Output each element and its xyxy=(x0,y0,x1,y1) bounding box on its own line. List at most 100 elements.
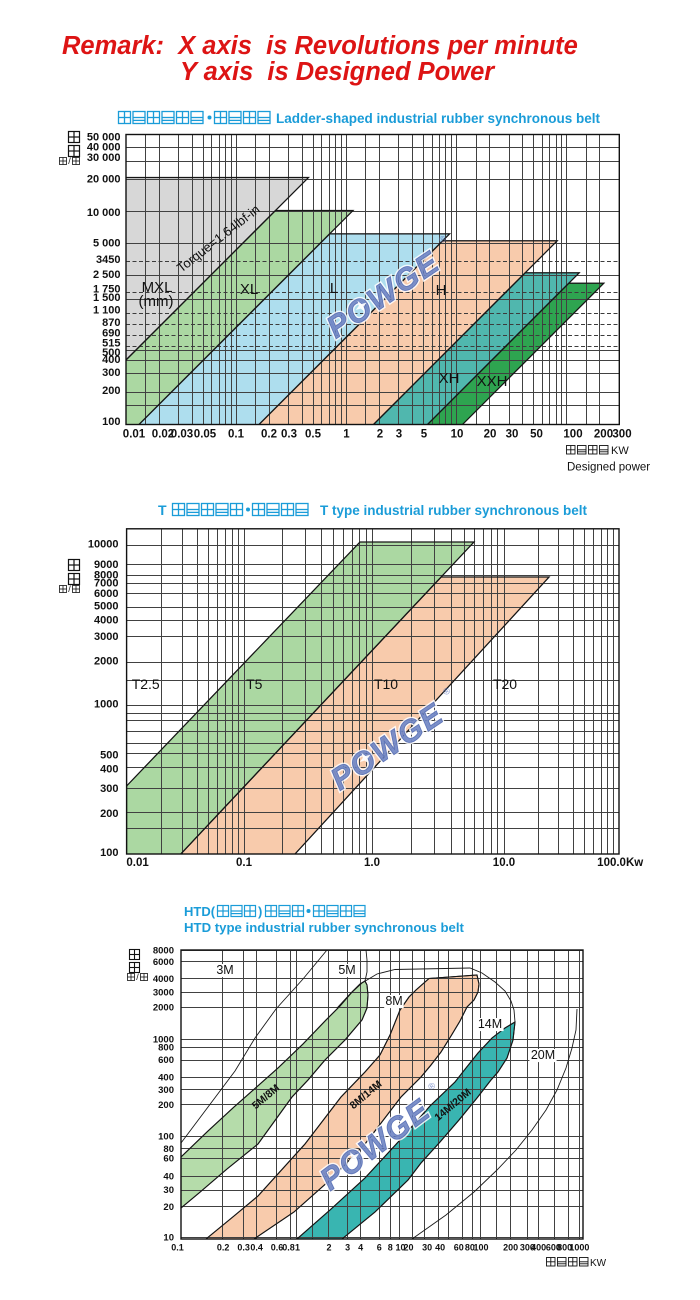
svg-text:50: 50 xyxy=(530,429,543,441)
svg-text:2: 2 xyxy=(326,1243,331,1253)
svg-text:H: H xyxy=(436,282,447,299)
svg-text:XXH: XXH xyxy=(477,373,508,390)
svg-text:400: 400 xyxy=(531,1243,546,1253)
svg-text:1000: 1000 xyxy=(94,699,118,711)
svg-text:500: 500 xyxy=(100,750,118,762)
svg-text:10000: 10000 xyxy=(88,539,119,551)
svg-text:20M: 20M xyxy=(531,1048,555,1062)
svg-text:2: 2 xyxy=(377,429,383,441)
svg-text:/: / xyxy=(68,156,71,166)
svg-text:4: 4 xyxy=(358,1243,363,1253)
svg-text:0.6: 0.6 xyxy=(271,1243,284,1253)
svg-text:7000: 7000 xyxy=(94,578,118,590)
svg-text:0.1: 0.1 xyxy=(171,1243,184,1253)
svg-text:0.01: 0.01 xyxy=(123,429,146,441)
svg-text:®: ® xyxy=(441,685,452,697)
svg-text:HTD(: HTD( xyxy=(184,904,216,919)
svg-text:1.0: 1.0 xyxy=(364,857,380,869)
svg-text:200: 200 xyxy=(102,385,120,397)
svg-text:0.2: 0.2 xyxy=(261,429,277,441)
svg-text:HTD type industrial rubber syn: HTD type industrial rubber synchronous b… xyxy=(184,920,465,935)
svg-text:Remark: X axis is Revolution: Remark: X axis is Revolutions per minute xyxy=(62,32,578,60)
svg-text:40: 40 xyxy=(163,1171,174,1182)
svg-text:30: 30 xyxy=(506,429,519,441)
svg-text:20 000: 20 000 xyxy=(87,173,121,185)
svg-text:0.02: 0.02 xyxy=(152,429,174,441)
svg-text:3: 3 xyxy=(345,1243,350,1253)
svg-text:1: 1 xyxy=(343,429,350,441)
svg-text:10 000: 10 000 xyxy=(87,207,121,219)
svg-text:870: 870 xyxy=(102,317,120,329)
svg-text:6000: 6000 xyxy=(94,588,118,600)
svg-text:300: 300 xyxy=(158,1085,174,1096)
svg-text:KW: KW xyxy=(611,445,629,457)
svg-text:Designed power: Designed power xyxy=(567,462,650,474)
svg-text:300: 300 xyxy=(102,367,120,379)
svg-text:14M: 14M xyxy=(478,1017,502,1031)
svg-text:): ) xyxy=(258,904,262,919)
svg-text:1000: 1000 xyxy=(569,1243,589,1253)
svg-text:T2.5: T2.5 xyxy=(132,676,160,692)
svg-text:0.03: 0.03 xyxy=(171,429,193,441)
svg-text:690: 690 xyxy=(102,328,120,340)
svg-text:8: 8 xyxy=(388,1243,393,1253)
svg-text:/: / xyxy=(136,972,139,982)
svg-text:4000: 4000 xyxy=(94,614,118,626)
svg-text:0.4: 0.4 xyxy=(250,1243,263,1253)
svg-text:1 500: 1 500 xyxy=(93,292,121,304)
svg-text:100.0Kw: 100.0Kw xyxy=(597,857,643,869)
svg-text:300: 300 xyxy=(612,429,631,441)
svg-text:0.01: 0.01 xyxy=(126,857,149,869)
svg-text:0.3: 0.3 xyxy=(237,1243,250,1253)
svg-text:0.2: 0.2 xyxy=(217,1243,230,1253)
svg-text:10: 10 xyxy=(451,429,464,441)
svg-text:XH: XH xyxy=(439,370,460,387)
svg-text:®: ® xyxy=(437,233,448,245)
svg-text:L: L xyxy=(330,280,338,297)
svg-text:500: 500 xyxy=(102,347,120,359)
svg-text:T10: T10 xyxy=(374,676,398,692)
svg-text:600: 600 xyxy=(158,1055,174,1066)
svg-text:100: 100 xyxy=(102,416,120,428)
svg-text:8M: 8M xyxy=(385,994,402,1008)
svg-text:0.05: 0.05 xyxy=(194,429,217,441)
svg-text:10: 10 xyxy=(163,1233,174,1244)
svg-text:0.1: 0.1 xyxy=(236,857,253,869)
svg-text:®: ® xyxy=(426,1080,438,1092)
svg-text:9000: 9000 xyxy=(94,559,118,571)
svg-text:(mm): (mm) xyxy=(139,293,174,310)
svg-text:20: 20 xyxy=(163,1202,174,1213)
svg-text:8000: 8000 xyxy=(153,946,174,957)
svg-text:5 000: 5 000 xyxy=(93,237,121,249)
svg-text:30 000: 30 000 xyxy=(87,152,121,164)
svg-text:30: 30 xyxy=(163,1185,174,1196)
svg-text:20: 20 xyxy=(403,1243,413,1253)
svg-text:800: 800 xyxy=(158,1043,174,1054)
svg-text:8000: 8000 xyxy=(94,569,118,581)
svg-text:100: 100 xyxy=(100,847,118,859)
svg-text:3: 3 xyxy=(396,429,402,441)
svg-text:600: 600 xyxy=(546,1243,561,1253)
svg-text:T20: T20 xyxy=(493,676,517,692)
svg-text:5M: 5M xyxy=(338,963,355,977)
svg-text:1 750: 1 750 xyxy=(93,284,121,296)
svg-text:50 000: 50 000 xyxy=(87,131,121,143)
svg-text:T5: T5 xyxy=(246,676,263,692)
svg-text:10.0: 10.0 xyxy=(493,857,515,869)
svg-text:0.1: 0.1 xyxy=(228,429,245,441)
svg-text:40 000: 40 000 xyxy=(87,141,121,153)
svg-text:T: T xyxy=(158,502,167,518)
svg-text:3M: 3M xyxy=(216,963,233,977)
svg-text:200: 200 xyxy=(100,808,118,820)
svg-text:6000: 6000 xyxy=(153,957,174,968)
svg-text:100: 100 xyxy=(563,429,582,441)
svg-text:100: 100 xyxy=(473,1243,488,1253)
svg-text:20: 20 xyxy=(484,429,497,441)
svg-text:1: 1 xyxy=(295,1243,300,1253)
svg-text:0.5: 0.5 xyxy=(305,429,322,441)
svg-text:30: 30 xyxy=(422,1243,432,1253)
svg-text:1000: 1000 xyxy=(153,1035,174,1046)
svg-text:10: 10 xyxy=(395,1243,405,1253)
svg-text:KW: KW xyxy=(590,1258,607,1269)
svg-text:0.8: 0.8 xyxy=(282,1243,295,1253)
